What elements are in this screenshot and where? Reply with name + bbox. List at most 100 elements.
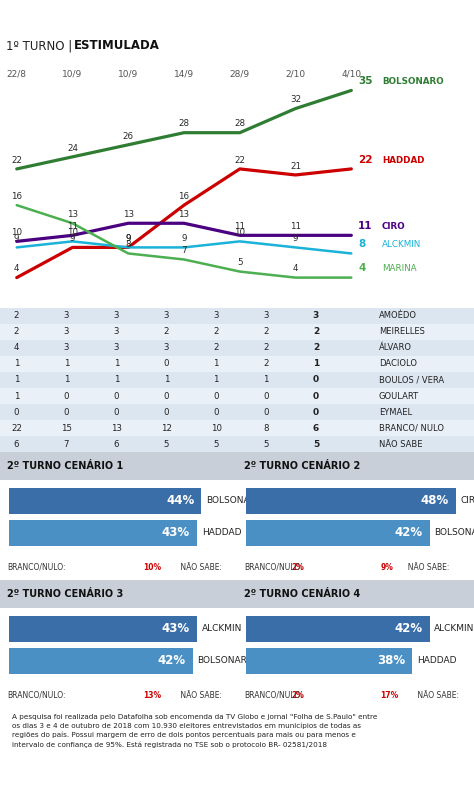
Text: 7: 7: [64, 439, 69, 449]
Text: BRANCO/NULO:: BRANCO/NULO:: [244, 691, 302, 699]
Text: NÃO SABE:: NÃO SABE:: [415, 691, 459, 699]
Text: 9: 9: [14, 234, 19, 243]
Text: 3: 3: [114, 328, 119, 336]
Text: 3: 3: [164, 343, 169, 352]
Text: 2: 2: [14, 328, 19, 336]
Text: 4: 4: [293, 264, 298, 274]
Text: 28: 28: [179, 120, 190, 128]
Text: 1: 1: [114, 359, 119, 369]
Text: 22/8: 22/8: [7, 69, 27, 79]
Text: NÃO SABE:: NÃO SABE:: [403, 563, 450, 572]
Text: 9: 9: [70, 234, 75, 243]
Text: 1: 1: [14, 376, 19, 385]
Text: 1: 1: [64, 376, 69, 385]
Text: 0: 0: [164, 359, 169, 369]
Text: NÃO SABE:: NÃO SABE:: [178, 691, 222, 699]
Text: BOLSONARO: BOLSONARO: [197, 656, 254, 665]
Bar: [246, 488, 456, 514]
Text: 8: 8: [126, 240, 131, 249]
Bar: [9, 615, 197, 642]
Text: 22: 22: [234, 155, 245, 165]
Text: NÃO SABE: NÃO SABE: [379, 439, 422, 449]
Text: 3: 3: [64, 328, 69, 336]
Text: 11: 11: [234, 222, 245, 231]
Text: BOLSONARO: BOLSONARO: [434, 528, 474, 537]
Text: 6: 6: [313, 423, 319, 433]
Text: 43%: 43%: [162, 526, 190, 539]
Text: 3: 3: [114, 312, 119, 320]
Bar: [246, 615, 429, 642]
Text: 26: 26: [123, 132, 134, 140]
Text: 22: 22: [11, 155, 22, 165]
Text: 0: 0: [264, 392, 269, 400]
Text: 1: 1: [14, 359, 19, 369]
Text: 10/9: 10/9: [118, 69, 138, 79]
Text: 43%: 43%: [162, 623, 190, 635]
Text: 13: 13: [179, 210, 190, 219]
Text: 0: 0: [313, 376, 319, 385]
Text: 4: 4: [14, 343, 19, 352]
Text: 2: 2: [313, 343, 319, 352]
Text: 5: 5: [264, 439, 269, 449]
Text: 9: 9: [126, 234, 131, 243]
Text: 24: 24: [67, 144, 78, 152]
Text: 0: 0: [164, 392, 169, 400]
Text: 0: 0: [64, 392, 69, 400]
Text: 35: 35: [358, 76, 373, 86]
Text: ALCKMIN: ALCKMIN: [434, 624, 474, 633]
Text: 9: 9: [293, 234, 298, 243]
Text: 48%: 48%: [420, 494, 449, 508]
Text: MARINA: MARINA: [382, 264, 417, 274]
Bar: [0, 356, 474, 372]
Text: CIRO: CIRO: [382, 222, 406, 231]
Text: 10: 10: [234, 228, 246, 237]
Text: MEIRELLES: MEIRELLES: [379, 328, 425, 336]
Text: 11: 11: [67, 222, 78, 231]
Text: 21: 21: [290, 162, 301, 170]
Text: 4/10: 4/10: [341, 69, 361, 79]
Text: 0: 0: [114, 392, 119, 400]
Text: 2: 2: [14, 312, 19, 320]
Text: 9: 9: [126, 234, 131, 243]
Text: 15: 15: [61, 423, 72, 433]
Text: GOULART: GOULART: [379, 392, 419, 400]
Text: 8: 8: [358, 239, 365, 249]
Text: 28: 28: [234, 120, 246, 128]
Text: 10/9: 10/9: [63, 69, 82, 79]
Text: 2%: 2%: [292, 563, 304, 572]
Bar: [246, 519, 429, 546]
Text: 13: 13: [123, 210, 134, 219]
Text: 13: 13: [67, 210, 78, 219]
Text: 0: 0: [14, 408, 19, 416]
Text: BOLSONARO: BOLSONARO: [206, 496, 263, 505]
Text: 2%: 2%: [292, 691, 304, 699]
Text: 0: 0: [213, 392, 219, 400]
Text: 3: 3: [313, 312, 319, 320]
Text: 0: 0: [64, 408, 69, 416]
Text: 1: 1: [114, 376, 119, 385]
Text: BOULOS / VERA: BOULOS / VERA: [379, 376, 444, 385]
Text: BRANCO/NULO:: BRANCO/NULO:: [7, 563, 65, 572]
Text: A pesquisa foi realizada pelo Datafolha sob encomenda da TV Globo e jornal "Folh: A pesquisa foi realizada pelo Datafolha …: [12, 714, 377, 748]
Text: 3: 3: [213, 312, 219, 320]
Text: 5: 5: [164, 439, 169, 449]
Bar: [9, 519, 197, 546]
Text: ALCKMIN: ALCKMIN: [382, 240, 421, 249]
Bar: [0, 404, 474, 420]
Text: 9: 9: [181, 234, 187, 243]
Text: 16: 16: [11, 192, 22, 201]
Text: DACIOLO: DACIOLO: [379, 359, 417, 369]
Bar: [246, 648, 412, 673]
Text: 14/9: 14/9: [174, 69, 194, 79]
Text: ALCKMIN: ALCKMIN: [202, 624, 242, 633]
Text: 32: 32: [290, 95, 301, 105]
Text: 3: 3: [64, 312, 69, 320]
Text: 6: 6: [114, 439, 119, 449]
Bar: [237, 580, 474, 608]
Bar: [9, 488, 201, 514]
Text: 4: 4: [358, 263, 365, 274]
Text: 3: 3: [164, 312, 169, 320]
Text: 4: 4: [14, 264, 19, 274]
Text: BRANCO/NULO:: BRANCO/NULO:: [7, 691, 65, 699]
Text: 1: 1: [64, 359, 69, 369]
